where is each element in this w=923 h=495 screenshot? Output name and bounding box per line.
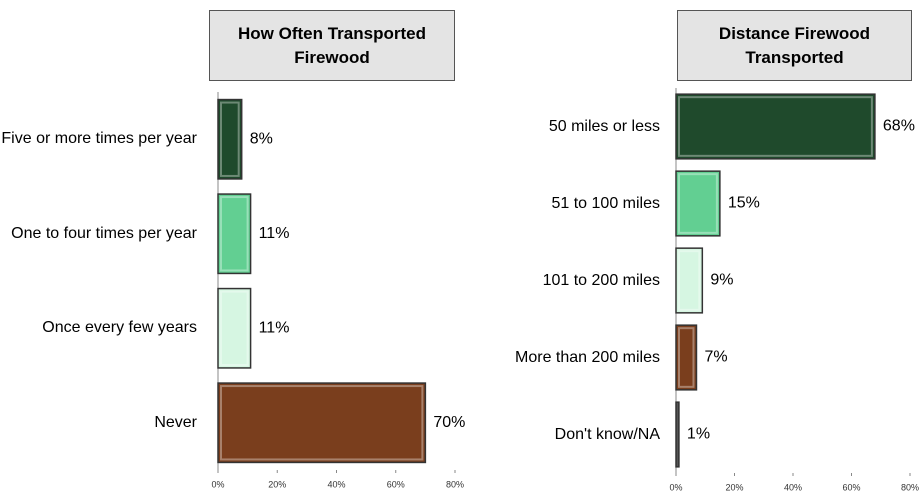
x-tick-label: 80% [901, 482, 919, 492]
category-label: One to four times per year [11, 224, 197, 242]
value-label: 7% [704, 349, 727, 366]
x-tick-label: 60% [842, 482, 860, 492]
category-label: Five or more times per year [1, 130, 197, 148]
bar [675, 93, 876, 160]
bar [675, 324, 698, 391]
chart-title: How Often Transported Firewood [209, 10, 455, 81]
category-label: Once every few years [42, 319, 197, 337]
category-label: Never [154, 413, 197, 431]
chart-title: Distance Firewood Transported [677, 10, 912, 81]
category-label: 51 to 100 miles [551, 194, 660, 212]
value-label: 9% [710, 272, 733, 289]
x-tick-label: 20% [268, 479, 286, 489]
category-label: 50 miles or less [548, 117, 660, 135]
x-tick-label: 60% [387, 479, 405, 489]
x-tick-label: 0% [211, 479, 224, 489]
bar [217, 382, 427, 464]
bar [217, 287, 252, 369]
bar-bevel [678, 173, 718, 234]
bar [217, 98, 243, 180]
category-label: Don't know/NA [554, 425, 660, 443]
bar-bevel [678, 250, 701, 311]
bar-bevel [678, 96, 873, 157]
x-tick-label: 80% [446, 479, 464, 489]
value-label: 1% [687, 426, 710, 443]
bar-bevel [220, 196, 249, 272]
bar [675, 401, 680, 468]
bar [217, 193, 252, 275]
bar-bevel [220, 385, 424, 461]
bar-bevel [220, 290, 249, 366]
x-tick-label: 40% [327, 479, 345, 489]
bar [675, 247, 704, 314]
x-tick-label: 20% [725, 482, 743, 492]
bar-bevel [678, 327, 695, 388]
x-tick-label: 0% [669, 482, 682, 492]
category-label: More than 200 miles [515, 348, 660, 366]
x-tick-label: 40% [784, 482, 802, 492]
value-label: 8% [250, 130, 273, 147]
value-label: 68% [883, 118, 915, 135]
value-label: 11% [259, 225, 290, 242]
bar [675, 170, 721, 237]
value-label: 15% [728, 195, 760, 212]
bar-bevel [220, 101, 240, 177]
category-label: 101 to 200 miles [542, 271, 660, 289]
value-label: 70% [433, 414, 465, 431]
value-label: 11% [259, 319, 290, 336]
